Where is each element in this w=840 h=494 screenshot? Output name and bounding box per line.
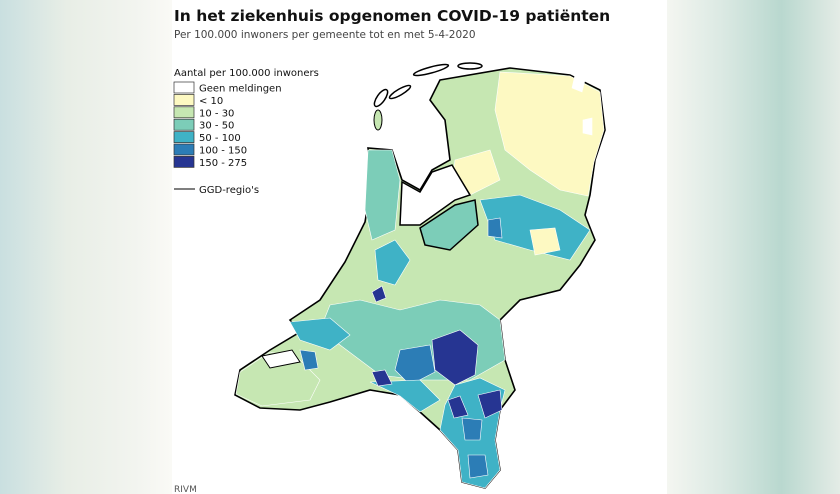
- legend-boundary: GGD-regio's: [199, 185, 259, 196]
- legend-swatch: [173, 81, 195, 94]
- region: [479, 194, 591, 261]
- region: [364, 149, 401, 241]
- region: [467, 454, 489, 479]
- legend-label: < 10: [199, 96, 223, 107]
- legend-label: 50 - 100: [199, 133, 241, 144]
- region: [369, 379, 441, 413]
- legend-swatch: [173, 94, 195, 106]
- source: RIVM: [174, 485, 197, 494]
- lake: [399, 164, 472, 226]
- island: [373, 109, 383, 131]
- subtitle: Per 100.000 inwoners per gemeente tot en…: [174, 29, 476, 41]
- water: [261, 349, 301, 369]
- legend-label: 100 - 150: [199, 146, 247, 157]
- island: [457, 62, 483, 70]
- legend-swatch: [173, 156, 195, 168]
- region: [571, 74, 586, 93]
- region: [371, 285, 387, 303]
- legend-title: Aantal per 100.000 inwoners: [174, 68, 319, 79]
- legend-label: Geen meldingen: [199, 84, 282, 95]
- legend-label: 30 - 50: [199, 121, 234, 132]
- region: [431, 329, 479, 386]
- region: [299, 349, 319, 371]
- title: In het ziekenhuis opgenomen COVID-19 pat…: [174, 7, 610, 25]
- region: [371, 369, 393, 387]
- region: [419, 199, 479, 251]
- map: [234, 62, 606, 489]
- region: [461, 417, 483, 441]
- legend-label: 150 - 275: [199, 158, 247, 169]
- legend-swatch: [173, 118, 195, 131]
- region: [447, 395, 469, 419]
- region: [477, 389, 503, 419]
- island: [373, 88, 389, 108]
- region: [289, 317, 351, 351]
- legend-swatch: [173, 131, 195, 143]
- legend-swatch: [173, 143, 195, 156]
- island: [388, 84, 412, 100]
- region: [494, 71, 605, 197]
- region: [487, 217, 503, 239]
- legend-swatch: [173, 106, 195, 119]
- region: [374, 239, 411, 286]
- legend-label: 10 - 30: [199, 108, 234, 119]
- region: [582, 117, 593, 136]
- region: [394, 344, 436, 386]
- region: [529, 227, 561, 256]
- island: [412, 63, 450, 77]
